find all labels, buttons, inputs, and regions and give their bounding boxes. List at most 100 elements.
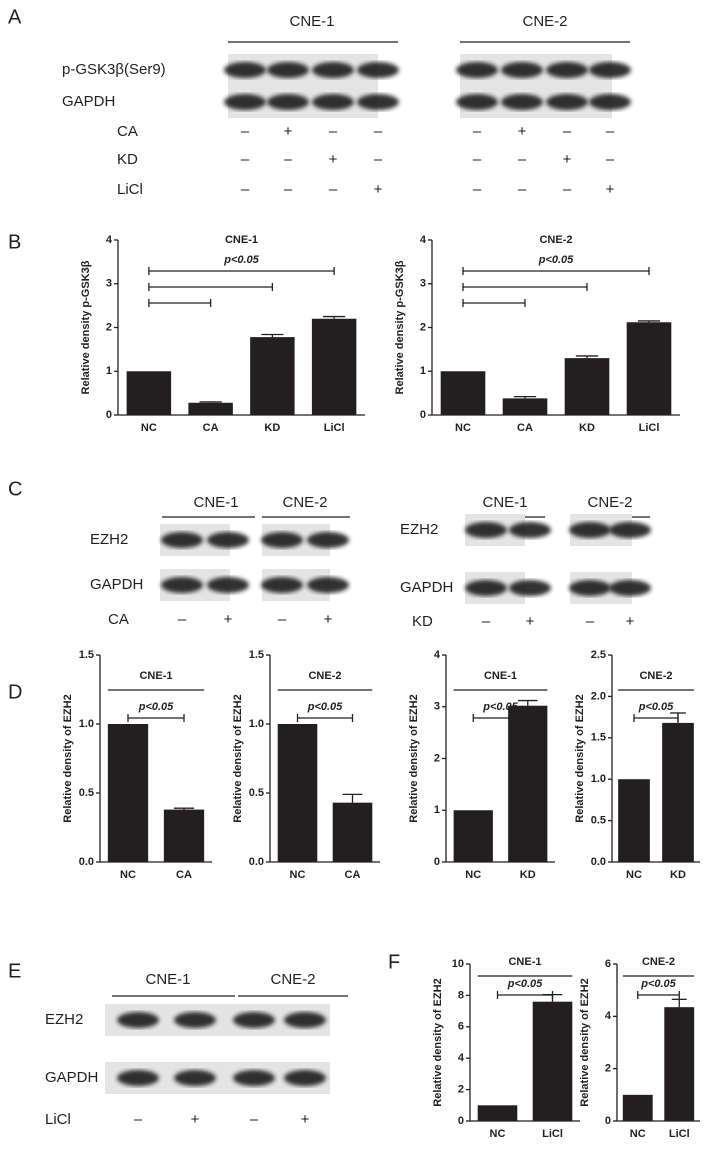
band <box>233 1070 275 1086</box>
y-tick-label: 2 <box>458 1084 464 1096</box>
band <box>546 62 588 78</box>
y-tick-label: 1.5 <box>249 649 264 661</box>
bar <box>502 398 548 415</box>
row-label: EZH2 <box>45 1011 83 1028</box>
y-tick-label: 0.0 <box>591 856 606 868</box>
band <box>233 1012 275 1028</box>
sign: – <box>482 613 491 630</box>
annotation: p<0.05 <box>138 701 174 713</box>
x-tick-label: LiCl <box>542 1128 563 1140</box>
sign: – <box>134 1111 143 1128</box>
group-label: CNE-2 <box>522 13 567 30</box>
bar <box>163 809 205 862</box>
y-tick-label: 6 <box>605 958 611 970</box>
x-tick-label: NC <box>626 869 642 881</box>
sign: – <box>563 181 572 198</box>
bar <box>332 802 373 862</box>
panel-label: F <box>388 951 400 973</box>
x-tick-label: KD <box>579 422 595 434</box>
sign: + <box>563 151 572 168</box>
sign: + <box>526 613 535 630</box>
band <box>161 532 203 548</box>
x-tick-label: CA <box>517 422 533 434</box>
x-tick-label: LiCl <box>639 422 660 434</box>
x-tick-label: LiCl <box>324 422 345 434</box>
band <box>501 94 543 110</box>
group-label: CNE-1 <box>193 494 238 511</box>
y-tick-label: 0 <box>434 856 440 868</box>
y-tick-label: 1.5 <box>79 649 94 661</box>
y-tick-label: 3 <box>420 278 426 290</box>
y-tick-label: 0.0 <box>249 856 264 868</box>
y-tick-label: 1.0 <box>591 773 606 785</box>
x-tick-label: NC <box>290 869 306 881</box>
sign: – <box>178 611 187 628</box>
bar <box>508 705 548 862</box>
y-axis-label: Relative density p-GSK3β <box>394 260 406 394</box>
chart-title: CNE-1 <box>139 670 172 682</box>
y-tick-label: 2 <box>434 752 440 764</box>
row-label: GAPDH <box>62 93 115 110</box>
group-label: CNE-1 <box>289 13 334 30</box>
sign: + <box>374 181 383 198</box>
band <box>307 532 349 548</box>
x-tick-label: KD <box>520 869 536 881</box>
y-tick-label: 1.0 <box>79 718 94 730</box>
band <box>284 1012 326 1028</box>
y-tick-label: 4 <box>106 234 113 246</box>
condition-label: CA <box>117 123 138 140</box>
condition-label: KD <box>412 613 433 630</box>
y-tick-label: 4 <box>434 649 441 661</box>
band <box>501 62 543 78</box>
y-tick-label: 4 <box>605 1010 612 1022</box>
y-tick-label: 2 <box>106 321 112 333</box>
y-axis-label: Relative density of EZH2 <box>579 978 591 1106</box>
band <box>509 522 551 538</box>
row-label: EZH2 <box>400 521 438 538</box>
group-label: CNE-2 <box>270 971 315 988</box>
band <box>312 94 354 110</box>
group-label: CNE-2 <box>587 494 632 511</box>
y-tick-label: 1 <box>106 365 112 377</box>
sign: – <box>473 151 482 168</box>
sign: – <box>473 181 482 198</box>
sign: – <box>284 181 293 198</box>
y-tick-label: 0 <box>106 409 112 421</box>
band <box>569 522 611 538</box>
band <box>456 94 498 110</box>
y-tick-label: 4 <box>458 1052 465 1064</box>
y-axis-label: Relative density p-GSK3β <box>80 260 92 394</box>
panel-label: D <box>8 681 22 703</box>
y-axis-label: Relative density of EZH2 <box>432 978 444 1106</box>
annotation: p<0.05 <box>638 701 674 713</box>
y-tick-label: 0.5 <box>249 787 264 799</box>
sign: – <box>329 123 338 140</box>
band <box>174 1012 216 1028</box>
y-tick-label: 2.5 <box>591 649 606 661</box>
band <box>174 1070 216 1086</box>
band <box>569 580 611 596</box>
bar <box>622 1094 653 1121</box>
x-tick-label: LiCl <box>669 1128 690 1140</box>
chart-title: CNE-2 <box>642 956 675 968</box>
y-tick-label: 0.5 <box>79 787 94 799</box>
band <box>509 580 551 596</box>
sign: + <box>626 613 635 630</box>
sign: – <box>329 181 338 198</box>
y-tick-label: 0 <box>458 1115 464 1127</box>
bar <box>662 722 694 862</box>
band <box>609 522 651 538</box>
x-tick-label: NC <box>465 869 481 881</box>
chart-title: CNE-2 <box>539 234 572 246</box>
y-tick-label: 2 <box>605 1063 611 1075</box>
sign: + <box>606 181 615 198</box>
annotation: p<0.05 <box>223 254 259 266</box>
sign: – <box>518 181 527 198</box>
x-tick-label: NC <box>630 1128 646 1140</box>
band <box>161 577 203 593</box>
band <box>261 532 303 548</box>
y-axis-label: Relative density of EZH2 <box>408 694 420 822</box>
row-label: GAPDH <box>400 579 453 596</box>
bar <box>532 1001 573 1121</box>
